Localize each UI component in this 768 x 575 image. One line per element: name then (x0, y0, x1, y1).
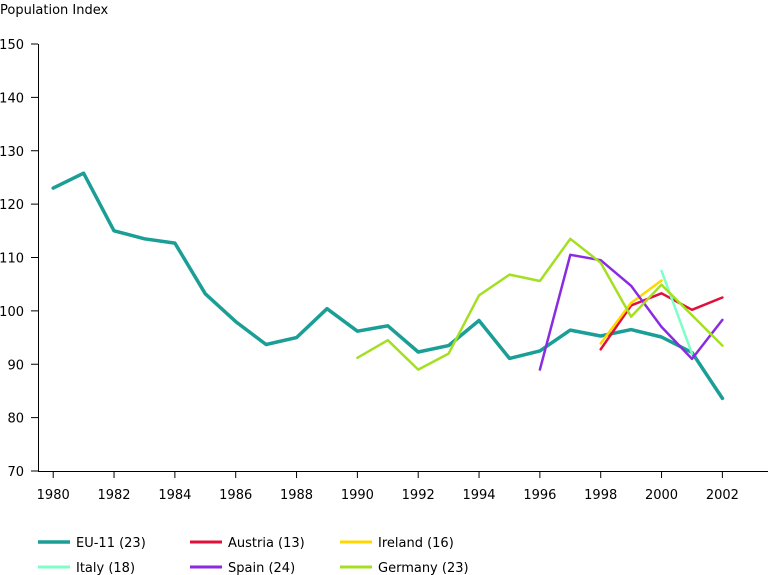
series-line-germany (356, 237, 724, 371)
legend-label: Austria (13) (228, 536, 305, 551)
y-tick-label: 90 (7, 358, 24, 373)
series-line-austria (599, 292, 724, 351)
series-line-italy (660, 269, 694, 355)
y-tick-label: 130 (0, 145, 24, 160)
y-tick-label: 120 (0, 198, 24, 213)
y-tick-label: 100 (0, 305, 24, 320)
legend-label: EU-11 (23) (76, 536, 146, 551)
x-tick-label: 1988 (280, 488, 313, 503)
legend-label: Ireland (16) (378, 536, 454, 551)
series-line-eu-11 (51, 171, 725, 401)
x-tick-label: 1994 (462, 488, 495, 503)
series-line-spain (538, 253, 724, 371)
x-ticks: 1980 1982 1984 1986 1988 1990 1992 1994 1996 1998… (37, 471, 739, 503)
y-axis-label: Population Index (0, 3, 109, 18)
x-tick-label: 1992 (402, 488, 435, 503)
legend-label: Germany (23) (378, 561, 469, 575)
x-tick-label: 2002 (706, 488, 739, 503)
x-tick-label: 1982 (97, 488, 130, 503)
x-tick-label: 1984 (158, 488, 191, 503)
series-lines (51, 171, 725, 401)
y-tick-label: 70 (7, 465, 24, 480)
legend-label: Italy (18) (76, 561, 135, 575)
legend-label: Spain (24) (228, 561, 295, 575)
y-tick-label: 110 (0, 252, 24, 267)
y-tick-label: 80 (7, 412, 24, 427)
legend: EU-11 (23) Austria (13) Ireland (16) Italy … (38, 536, 469, 575)
y-tick-label: 140 (0, 91, 24, 106)
y-tick-label: 150 (0, 38, 24, 53)
x-tick-label: 1986 (219, 488, 252, 503)
x-tick-label: 2000 (645, 488, 678, 503)
x-tick-label: 1996 (523, 488, 556, 503)
x-tick-label: 1990 (341, 488, 374, 503)
x-tick-label: 1998 (584, 488, 617, 503)
y-ticks: 70 80 90 100 110 120 130 140 150 (0, 38, 38, 480)
x-tick-label: 1980 (37, 488, 70, 503)
series-line-ireland (599, 279, 663, 345)
